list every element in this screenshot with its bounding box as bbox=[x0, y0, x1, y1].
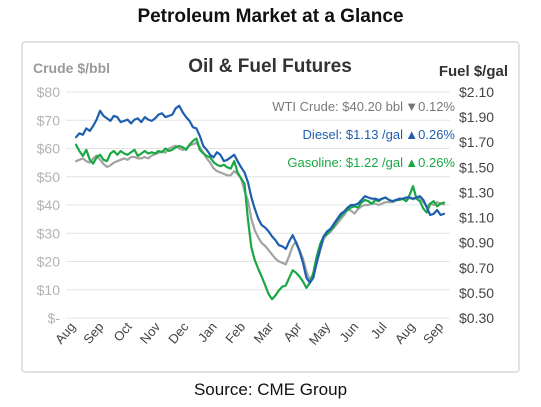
right-tick-label: $1.50 bbox=[459, 159, 494, 175]
right-axis-label: Fuel $/gal bbox=[439, 63, 508, 80]
series-line-wti-crude bbox=[74, 141, 446, 281]
legend-diesel-change: ▲0.26% bbox=[405, 127, 455, 142]
left-axis-ticks: $- $10 $20 $30 $40 $50 $60 $70 $80 bbox=[37, 84, 61, 326]
right-tick-label: $1.10 bbox=[459, 210, 494, 226]
left-axis-label: Crude $/bbl bbox=[33, 60, 110, 76]
left-tick-label: $10 bbox=[37, 282, 61, 298]
source-note: Source: CME Group bbox=[193, 380, 348, 399]
page-title: Petroleum Market at a Glance bbox=[137, 6, 404, 27]
left-tick-label: $70 bbox=[37, 112, 61, 128]
right-tick-label: $1.70 bbox=[459, 134, 494, 150]
legend: WTI Crude: $40.20 bbl ▼0.12% Diesel: $1.… bbox=[252, 96, 456, 172]
right-tick-label: $1.30 bbox=[459, 184, 494, 200]
series-line-diesel bbox=[74, 104, 446, 284]
legend-wti-label: WTI Crude: $40.20 bbl bbox=[272, 99, 403, 114]
left-tick-label: $60 bbox=[37, 141, 61, 157]
left-tick-label: $50 bbox=[37, 169, 61, 185]
right-tick-label: $2.10 bbox=[459, 84, 494, 100]
left-tick-label: $- bbox=[48, 310, 61, 326]
legend-diesel-label: Diesel: $1.13 /gal bbox=[303, 127, 404, 142]
left-tick-label: $40 bbox=[37, 197, 61, 213]
legend-gasoline-change: ▲0.26% bbox=[405, 155, 455, 170]
left-tick-label: $30 bbox=[37, 225, 61, 241]
right-tick-label: $0.70 bbox=[459, 260, 494, 276]
right-axis-ticks: $0.30 $0.50 $0.70 $0.90 $1.10 $1.30 $1.50 $1.70… bbox=[459, 84, 494, 326]
left-tick-label: $20 bbox=[37, 254, 61, 270]
right-tick-label: $0.90 bbox=[459, 235, 494, 251]
series-layer bbox=[74, 104, 446, 301]
legend-gasoline-label: Gasoline: $1.22 /gal bbox=[287, 155, 403, 170]
grid-lines bbox=[66, 91, 450, 319]
chart-title: Oil & Fuel Futures bbox=[188, 56, 352, 77]
right-tick-label: $0.50 bbox=[459, 285, 494, 301]
right-tick-label: $0.30 bbox=[459, 310, 494, 326]
right-tick-label: $1.90 bbox=[459, 109, 494, 125]
left-tick-label: $80 bbox=[37, 84, 61, 100]
legend-wti-change: ▼0.12% bbox=[405, 99, 455, 114]
